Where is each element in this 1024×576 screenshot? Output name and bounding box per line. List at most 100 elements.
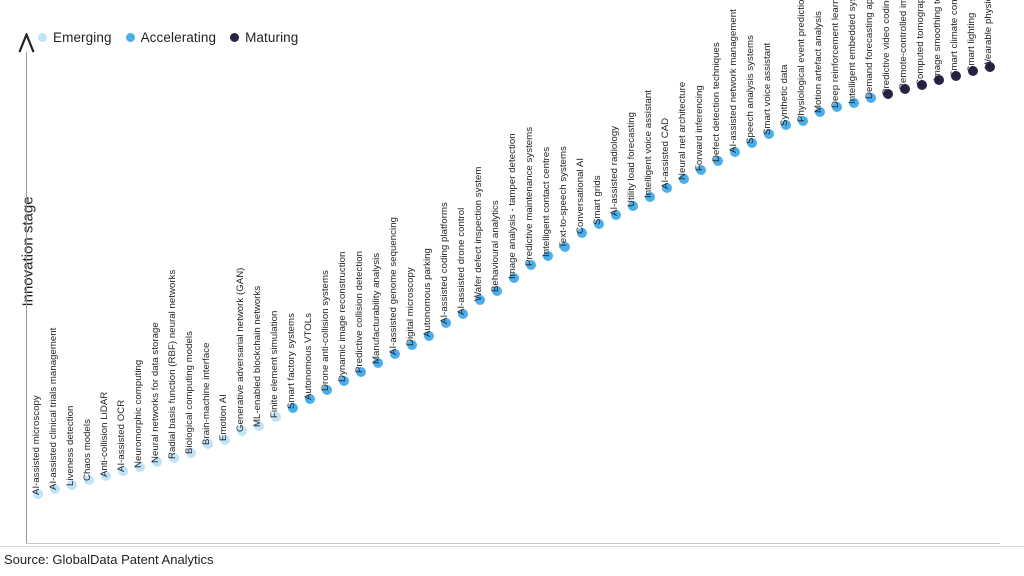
data-point-label: Smart grids <box>592 175 603 226</box>
data-point[interactable] <box>356 367 366 378</box>
legend-item-label: Accelerating <box>140 29 217 45</box>
data-point[interactable] <box>322 385 332 396</box>
data-point[interactable] <box>968 66 978 77</box>
data-point-label: ML-enabled blockchain networks <box>252 285 263 428</box>
data-point-label: AI-assisted radiology <box>609 126 620 217</box>
data-point-label: AI-assisted drone control <box>456 207 467 315</box>
data-point-label: Neuromorphic computing <box>133 359 144 468</box>
data-point[interactable] <box>526 259 536 270</box>
data-point[interactable] <box>713 156 723 167</box>
data-point[interactable] <box>696 165 706 176</box>
data-point[interactable] <box>883 88 893 99</box>
data-point[interactable] <box>900 84 910 95</box>
data-point[interactable] <box>577 228 587 239</box>
data-point-label: Deep reinforcement learning <box>830 0 841 109</box>
data-point[interactable] <box>203 439 213 450</box>
data-point[interactable] <box>441 317 451 328</box>
data-point[interactable] <box>951 70 961 81</box>
data-point[interactable] <box>594 219 604 230</box>
data-point-label: Demand forecasting applications <box>864 0 875 100</box>
data-point[interactable] <box>220 434 230 445</box>
data-point-label: Conversational AI <box>575 158 586 235</box>
data-point-label: Wearable physiological monitors <box>983 0 994 68</box>
legend-swatch-icon <box>230 32 240 42</box>
data-point[interactable] <box>458 308 468 319</box>
data-point-label: AI-assisted microscopy <box>31 394 42 495</box>
data-point-label: Drone anti-collision systems <box>320 270 331 392</box>
data-point-label: Finite element simulation <box>269 310 280 419</box>
data-point[interactable] <box>509 273 519 283</box>
data-point[interactable] <box>645 192 655 203</box>
data-point-label: Neural networks for data storage <box>150 322 161 464</box>
data-point[interactable] <box>305 394 315 405</box>
data-point-label: Dynamic image reconstruction <box>337 251 348 383</box>
data-point[interactable] <box>101 470 111 481</box>
data-point[interactable] <box>169 452 179 463</box>
data-point[interactable] <box>475 295 485 306</box>
data-point-label: Intelligent voice assistant <box>643 90 654 199</box>
data-point[interactable] <box>798 115 808 126</box>
data-point-label: Text-to-speech systems <box>558 145 569 248</box>
data-point[interactable] <box>849 97 859 108</box>
data-point-label: Anti-collision LiDAR <box>99 391 110 477</box>
data-point[interactable] <box>730 147 740 158</box>
data-point[interactable] <box>866 93 876 104</box>
legend-item-emerging[interactable]: Emerging <box>38 30 112 45</box>
data-point[interactable] <box>985 61 995 72</box>
data-point-label: Autonomous VTOLs <box>303 313 314 401</box>
data-point-label: Motion artefact analysis <box>813 10 824 113</box>
data-point-label: AI-assisted network management <box>728 9 739 154</box>
data-point-label: Predictive video coding <box>881 0 892 95</box>
data-point-label: Image smoothing techniques <box>932 0 943 82</box>
data-point[interactable] <box>271 412 281 423</box>
data-point[interactable] <box>679 174 689 185</box>
data-point-label: Remote-controlled imaging drones <box>898 0 909 91</box>
data-point[interactable] <box>611 210 621 221</box>
data-point[interactable] <box>186 448 196 459</box>
data-point[interactable] <box>67 479 77 490</box>
data-point[interactable] <box>407 340 417 351</box>
data-point[interactable] <box>747 138 757 149</box>
legend-item-accelerating[interactable]: Accelerating <box>125 29 217 45</box>
data-point[interactable] <box>662 183 672 194</box>
data-point[interactable] <box>781 120 791 131</box>
data-point-label: Smart factory systems <box>286 313 297 410</box>
data-point-label: Computed tomography <box>915 0 926 86</box>
data-point-label: Predictive maintenance systems <box>524 126 535 266</box>
data-point[interactable] <box>492 286 502 297</box>
data-point[interactable] <box>339 376 349 387</box>
data-point[interactable] <box>390 349 400 360</box>
data-point[interactable] <box>373 358 383 369</box>
data-point[interactable] <box>832 102 842 113</box>
data-point[interactable] <box>543 250 553 261</box>
data-point[interactable] <box>628 201 638 212</box>
data-point[interactable] <box>934 75 944 86</box>
data-point-label: Biological computing models <box>184 331 195 455</box>
data-point-label: AI-assisted genome sequencing <box>388 217 399 356</box>
data-point-label: Speech analysis systems <box>745 35 756 145</box>
data-point[interactable] <box>815 106 825 117</box>
data-point[interactable] <box>764 129 774 140</box>
data-point[interactable] <box>254 421 264 432</box>
data-point[interactable] <box>560 241 570 252</box>
data-point[interactable] <box>135 461 145 472</box>
data-point-label: Manufacturability analysis <box>371 253 382 365</box>
legend-item-maturing[interactable]: Maturing <box>230 30 298 45</box>
data-point-label: Predictive collision detection <box>354 251 365 374</box>
data-point-label: Radial basis function (RBF) neural netwo… <box>167 269 178 459</box>
data-point[interactable] <box>424 331 434 342</box>
data-point-label: Forward inferencing <box>694 85 705 172</box>
data-point-label: Intelligent embedded systems <box>847 0 858 104</box>
data-point[interactable] <box>917 79 927 90</box>
data-point[interactable] <box>118 466 128 477</box>
source-caption: Source: GlobalData Patent Analytics <box>4 552 214 567</box>
data-point-label: Wafer defect inspection system <box>473 167 484 302</box>
data-point-label: Smart lighting <box>966 13 977 73</box>
data-point[interactable] <box>50 484 60 495</box>
data-point[interactable] <box>84 475 94 486</box>
y-axis-line <box>26 52 27 543</box>
data-point[interactable] <box>237 425 247 436</box>
data-point[interactable] <box>33 488 43 499</box>
data-point[interactable] <box>152 457 162 468</box>
data-point[interactable] <box>288 403 298 414</box>
